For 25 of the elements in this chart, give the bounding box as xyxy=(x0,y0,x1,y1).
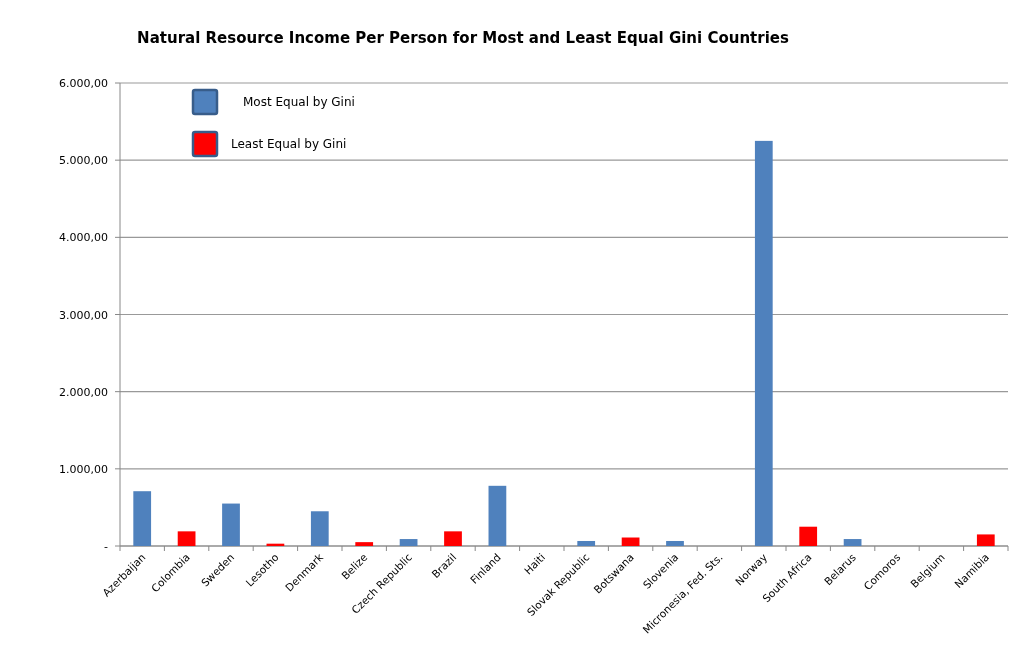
bar xyxy=(577,540,596,546)
y-tick-label: 4.000,00 xyxy=(59,231,108,245)
y-tick-label: - xyxy=(104,540,109,553)
bar xyxy=(754,140,773,546)
bar xyxy=(666,540,684,546)
legend-label: Most Equal by Gini xyxy=(243,95,355,109)
bar xyxy=(222,503,240,546)
bar xyxy=(488,485,507,546)
bar xyxy=(621,537,640,546)
bar xyxy=(843,539,862,546)
bar xyxy=(310,511,329,546)
y-tick-label: 1.000,00 xyxy=(59,462,108,476)
y-tick-label: 2.000,00 xyxy=(59,385,108,399)
bar xyxy=(399,539,418,546)
y-tick-label: 5.000,00 xyxy=(59,154,108,168)
bar xyxy=(444,531,462,546)
bar xyxy=(177,531,196,546)
bar xyxy=(799,526,818,546)
chart-title: Natural Resource Income Per Person for Most and Least Equal Gini Countries xyxy=(137,29,789,47)
bar xyxy=(976,534,995,546)
y-tick-label: 6.000,00 xyxy=(59,77,108,90)
legend-label: Least Equal by Gini xyxy=(231,137,347,151)
bar xyxy=(355,542,374,546)
y-tick-label: 3.000,00 xyxy=(59,308,108,322)
bar xyxy=(133,491,152,546)
